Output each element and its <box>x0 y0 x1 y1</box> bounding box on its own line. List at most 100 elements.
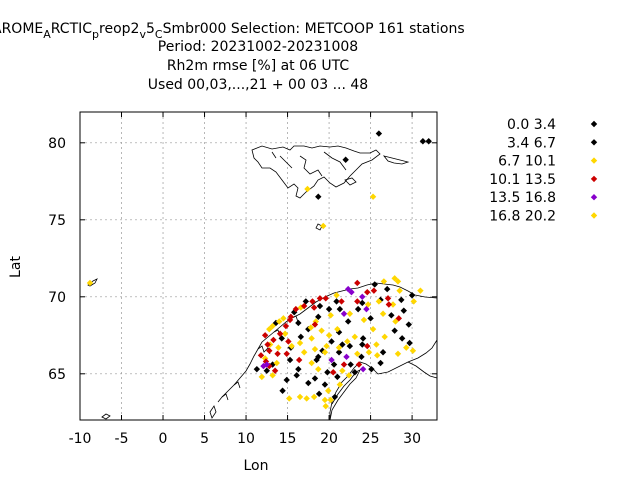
station-point <box>339 367 346 374</box>
station-point <box>333 298 340 305</box>
station-point <box>385 301 393 308</box>
chart-title: AROMEARCTICpreop2v5CSmbr000 Selection: M… <box>0 21 465 93</box>
station-point <box>408 292 416 299</box>
station-point <box>348 288 355 296</box>
station-point <box>266 325 273 333</box>
station-point <box>328 338 335 345</box>
station-point <box>327 396 334 404</box>
station-point <box>322 295 329 302</box>
station-point <box>345 372 353 379</box>
station-point <box>295 365 302 373</box>
x-tick-label: 10 <box>237 431 255 447</box>
station-point <box>392 318 399 325</box>
x-tick-label: 30 <box>403 431 421 447</box>
x-axis-label: Lon <box>244 458 269 474</box>
grid-lines <box>80 112 437 420</box>
plot-area: -10 -5 0 5 10 15 20 25 30 65 70 75 80 <box>48 111 438 447</box>
station-point <box>263 367 271 374</box>
station-point <box>354 305 362 313</box>
coastline-nordaustlandet <box>382 155 410 165</box>
station-point <box>419 138 427 145</box>
station-point <box>269 322 276 330</box>
station-point <box>340 310 348 317</box>
station-point <box>351 333 359 341</box>
station-point <box>394 350 402 357</box>
station-point <box>334 325 341 333</box>
station-point <box>365 349 373 356</box>
station-point <box>307 324 315 331</box>
station-point <box>335 349 343 356</box>
station-point <box>286 395 293 402</box>
station-point <box>305 379 312 387</box>
station-point <box>375 130 383 137</box>
station-point <box>253 365 261 373</box>
station-point <box>400 307 407 314</box>
station-point <box>403 344 410 351</box>
station-point <box>300 302 308 310</box>
station-point <box>320 222 327 230</box>
coastline-scandinavia <box>217 282 438 420</box>
station-point <box>311 321 319 328</box>
legend-label: 13.5 16.8 <box>489 190 556 206</box>
station-point <box>308 359 315 367</box>
station-point <box>346 310 354 317</box>
station-point <box>261 332 269 339</box>
station-point <box>311 345 319 353</box>
station-point <box>391 327 398 334</box>
legend-label: 10.1 13.5 <box>489 172 556 188</box>
station-point <box>316 302 324 310</box>
station-point <box>285 338 292 345</box>
x-tick-label: -10 <box>69 431 92 447</box>
x-tick-label: -5 <box>115 431 129 447</box>
coastline-svalbard <box>251 145 381 199</box>
station-point <box>346 342 354 350</box>
station-point <box>359 341 366 348</box>
station-point <box>310 393 318 401</box>
station-point <box>331 393 339 401</box>
legend-marker <box>590 212 598 219</box>
station-point <box>369 325 377 333</box>
station-point <box>311 375 319 382</box>
station-point <box>344 338 351 345</box>
station-point <box>260 362 267 370</box>
coastline-bjornoya <box>315 223 323 231</box>
station-point <box>321 349 329 356</box>
station-point <box>373 341 380 348</box>
title-line-3: Rh2m rmse [%] at 06 UTC <box>167 58 350 74</box>
y-tick-label: 80 <box>48 136 66 152</box>
station-point <box>347 361 354 368</box>
station-point <box>371 281 378 288</box>
station-point <box>334 373 341 381</box>
station-point <box>388 312 395 319</box>
legend-marker <box>590 175 598 183</box>
coastline-kong-karls-land <box>344 177 357 186</box>
x-tick-label: 25 <box>362 431 380 447</box>
station-point <box>295 356 303 364</box>
station-point <box>325 332 333 339</box>
station-point <box>360 316 368 324</box>
station-point <box>342 156 349 163</box>
coastline-kola <box>407 361 438 379</box>
station-point <box>322 402 329 410</box>
station-point <box>297 333 305 341</box>
station-point <box>269 372 276 379</box>
station-point <box>354 350 361 357</box>
station-point <box>359 335 367 342</box>
title-line-1: AROMEARCTICpreop2v5CSmbr000 Selection: M… <box>0 21 465 41</box>
station-point <box>340 361 348 368</box>
station-point <box>336 305 344 313</box>
station-point <box>323 342 330 350</box>
station-point <box>309 298 316 305</box>
station-point <box>321 381 329 388</box>
station-point <box>409 347 417 354</box>
station-point <box>375 298 383 305</box>
station-point <box>313 356 320 364</box>
station-point <box>398 296 405 304</box>
x-tick-label: 0 <box>159 431 168 447</box>
station-point <box>325 305 333 313</box>
station-point <box>318 327 325 334</box>
legend-marker <box>590 120 598 128</box>
station-point <box>292 305 300 313</box>
coastline-shetland <box>209 405 217 419</box>
